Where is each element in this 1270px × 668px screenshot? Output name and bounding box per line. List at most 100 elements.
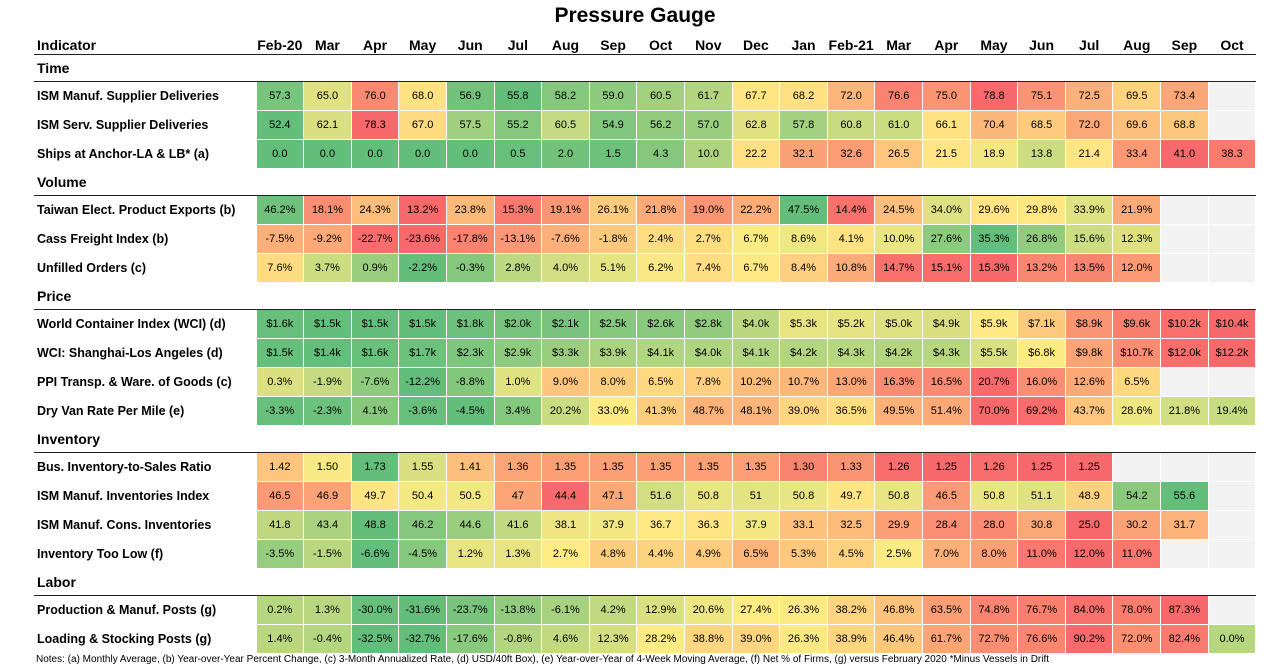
heat-cell: 38.1 xyxy=(541,510,590,540)
heat-cell: 22.2% xyxy=(731,195,781,225)
heat-cell: 33.0% xyxy=(588,396,638,426)
column-header: Mar xyxy=(874,35,923,55)
heat-cell: 67.7 xyxy=(731,81,781,111)
heat-cell: $4.1k xyxy=(731,338,781,368)
heat-cell: 1.30 xyxy=(779,452,828,482)
heat-cell: 25.0 xyxy=(1064,510,1114,540)
heat-cell: 32.6 xyxy=(826,139,876,169)
heat-cell: 1.33 xyxy=(826,452,876,482)
heat-cell: 50.8 xyxy=(874,481,924,511)
heat-cell: 6.5% xyxy=(731,539,781,569)
indicator-label: ISM Manuf. Supplier Deliveries xyxy=(37,89,219,104)
heat-cell: 82.4% xyxy=(1160,624,1209,654)
heat-cell: 72.0 xyxy=(826,81,876,111)
heat-cell: 12.6% xyxy=(1064,367,1114,397)
heat-cell: 76.0 xyxy=(350,81,400,111)
heat-cell: 1.42 xyxy=(255,452,305,482)
heat-cell: 60.5 xyxy=(541,110,590,140)
heat-cell xyxy=(1207,481,1257,511)
heat-cell: 1.5 xyxy=(588,139,638,169)
heat-cell: 38.2% xyxy=(826,595,876,625)
heat-cell xyxy=(1160,367,1209,397)
heat-cell: 57.5 xyxy=(445,110,495,140)
heat-cell: $3.3k xyxy=(541,338,590,368)
heat-cell: 2.7% xyxy=(683,224,733,254)
indicator-row: Taiwan Elect. Product Exports (b) 46.2% 18… xyxy=(34,195,1257,225)
heat-cell: 56.9 xyxy=(445,81,495,111)
column-header: Nov xyxy=(684,35,733,55)
heat-cell: -13.8% xyxy=(493,595,543,625)
indicator-row: Bus. Inventory-to-Sales Ratio 1.42 1.50 1.7… xyxy=(34,452,1257,482)
heat-cell: 28.4 xyxy=(922,510,971,540)
heat-cell: 44.4 xyxy=(541,481,590,511)
heat-cell: 61.7 xyxy=(683,81,733,111)
heat-cell: $1.7k xyxy=(398,338,447,368)
heat-cell: 27.4% xyxy=(731,595,781,625)
heat-cell: $1.5k xyxy=(255,338,305,368)
heat-cell: -7.6% xyxy=(541,224,590,254)
heat-cell: $10.2k xyxy=(1160,309,1209,339)
heat-cell: 13.0% xyxy=(826,367,876,397)
heat-cell: 44.6 xyxy=(445,510,495,540)
heat-cell: 60.5 xyxy=(636,81,685,111)
heat-cell: $1.4k xyxy=(303,338,352,368)
heat-cell: 1.2% xyxy=(445,539,495,569)
column-header: Aug xyxy=(1112,35,1161,55)
heat-cell xyxy=(1207,367,1257,397)
heat-cell: 54.9 xyxy=(588,110,638,140)
heat-cell: 59.0 xyxy=(588,81,638,111)
heat-cell: 4.6% xyxy=(541,624,590,654)
heat-cell: 31.7 xyxy=(1160,510,1209,540)
heat-cell: 20.7% xyxy=(969,367,1019,397)
heat-cell: 12.9% xyxy=(636,595,685,625)
heat-cell: 41.3% xyxy=(636,396,685,426)
heat-cell: 11.0% xyxy=(1017,539,1066,569)
heat-cell: 13.2% xyxy=(398,195,447,225)
heat-cell: 37.9 xyxy=(731,510,781,540)
heat-cell: 16.3% xyxy=(874,367,924,397)
heat-cell: 1.3% xyxy=(493,539,543,569)
indicator-row: Production & Manuf. Posts (g) 0.2% 1.3% -30… xyxy=(34,595,1257,625)
heat-cell: 50.4 xyxy=(398,481,447,511)
heat-cell: 8.6% xyxy=(779,224,828,254)
heat-cell xyxy=(1207,595,1257,625)
heat-cell: $4.3k xyxy=(922,338,971,368)
heat-cell: 58.2 xyxy=(541,81,590,111)
heat-cell: -1.9% xyxy=(303,367,352,397)
heat-cell: $1.6k xyxy=(350,338,400,368)
heat-cell: 57.0 xyxy=(683,110,733,140)
heat-cell: 57.8 xyxy=(779,110,828,140)
section-label: Volume xyxy=(34,168,1256,196)
heat-cell: 32.1 xyxy=(779,139,828,169)
heat-cell: 4.4% xyxy=(636,539,685,569)
heat-cell: 41.0 xyxy=(1160,139,1209,169)
heat-cell: $4.9k xyxy=(922,309,971,339)
notes: Notes: (a) Monthly Average, (b) Year-ove… xyxy=(36,654,1050,665)
heat-cell: $5.0k xyxy=(874,309,924,339)
heat-cell: 46.9 xyxy=(303,481,352,511)
heat-cell: 1.73 xyxy=(350,452,400,482)
heat-cell: $9.6k xyxy=(1112,309,1162,339)
heat-cell: 24.3% xyxy=(350,195,400,225)
heat-cell: 7.0% xyxy=(922,539,971,569)
heat-cell: 43.4 xyxy=(303,510,352,540)
heat-cell: 70.4 xyxy=(969,110,1019,140)
heat-cell: 21.8% xyxy=(636,195,685,225)
heat-cell: 21.4 xyxy=(1064,139,1114,169)
indicator-label: ISM Manuf. Cons. Inventories xyxy=(37,518,212,532)
heat-cell: 10.7% xyxy=(779,367,828,397)
heat-cell: 1.50 xyxy=(303,452,352,482)
heat-cell: 50.8 xyxy=(683,481,733,511)
heat-cell: -9.2% xyxy=(303,224,352,254)
heat-cell: 33.4 xyxy=(1112,139,1162,169)
heat-cell: 39.0% xyxy=(779,396,828,426)
heat-cell: 68.0 xyxy=(398,81,447,111)
column-header: Mar xyxy=(303,35,352,55)
heat-cell: 30.2 xyxy=(1112,510,1162,540)
heat-cell: 0.0 xyxy=(350,139,400,169)
heat-cell: 33.9% xyxy=(1064,195,1114,225)
heat-cell: 2.5% xyxy=(874,539,924,569)
heat-cell: 4.8% xyxy=(588,539,638,569)
indicator-label: Inventory Too Low (f) xyxy=(37,547,164,561)
